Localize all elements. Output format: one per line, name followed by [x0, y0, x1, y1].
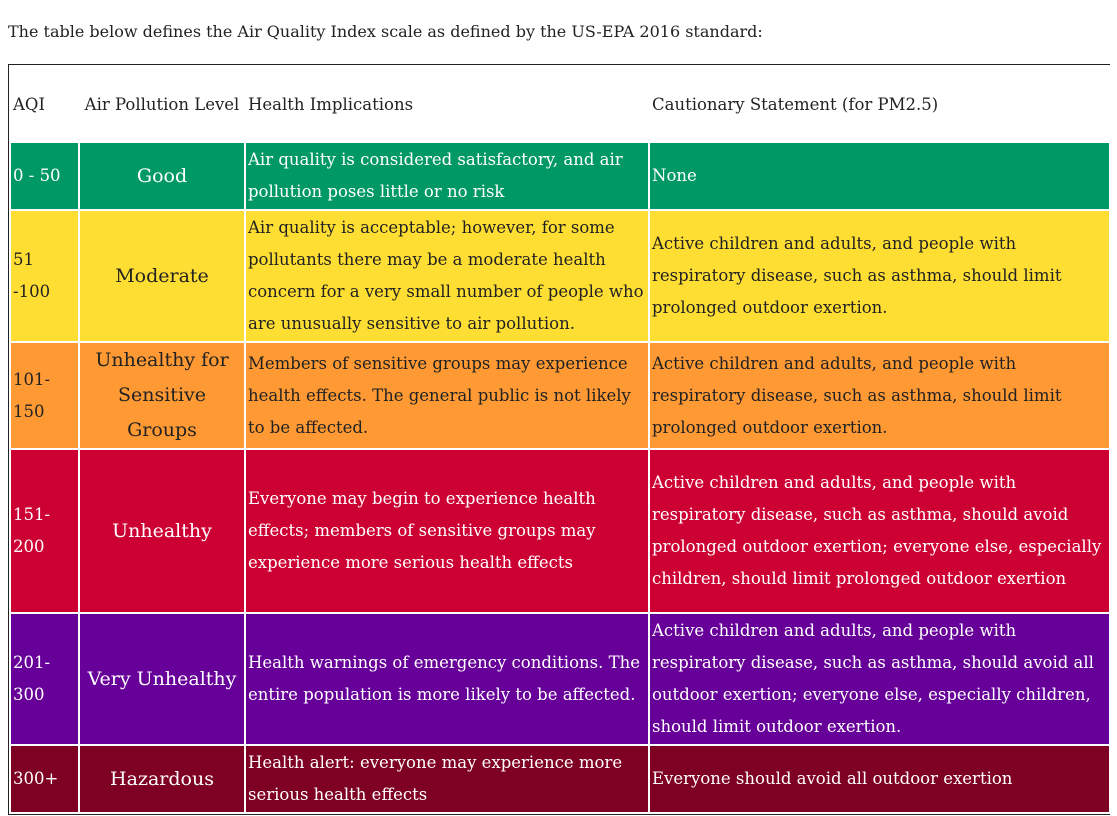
intro-text: The table below defines the Air Quality …: [8, 22, 763, 41]
aqi-range-cell: 51 -100: [9, 209, 80, 343]
aqi-range-cell: 300+: [9, 744, 80, 814]
table-header-row: AQI Air Pollution Level Health Implicati…: [9, 65, 1111, 143]
cautionary-statement-cell: None: [648, 141, 1111, 211]
header-level: Air Pollution Level: [78, 65, 246, 143]
health-implications-cell: Health alert: everyone may experience mo…: [244, 744, 650, 814]
table-row: 51 -100 Moderate Air quality is acceptab…: [9, 209, 1111, 343]
aqi-table: AQI Air Pollution Level Health Implicati…: [9, 65, 1111, 814]
pollution-level-cell: Good: [78, 141, 246, 211]
table-row: 201-300 Very Unhealthy Health warnings o…: [9, 612, 1111, 746]
table-row: 0 - 50 Good Air quality is considered sa…: [9, 141, 1111, 211]
aqi-table-frame: AQI Air Pollution Level Health Implicati…: [8, 64, 1111, 815]
health-implications-cell: Health warnings of emergency conditions.…: [244, 612, 650, 746]
aqi-range-cell: 0 - 50: [9, 141, 80, 211]
cautionary-statement-cell: Active children and adults, and people w…: [648, 209, 1111, 343]
health-implications-cell: Everyone may begin to experience health …: [244, 448, 650, 614]
cautionary-statement-cell: Active children and adults, and people w…: [648, 341, 1111, 450]
cautionary-statement-cell: Active children and adults, and people w…: [648, 612, 1111, 746]
aqi-range-cell: 101-150: [9, 341, 80, 450]
table-row: 101-150 Unhealthy for Sensitive Groups M…: [9, 341, 1111, 450]
header-health: Health Implications: [244, 65, 650, 143]
header-aqi: AQI: [9, 65, 80, 143]
table-row: 151-200 Unhealthy Everyone may begin to …: [9, 448, 1111, 614]
pollution-level-cell: Moderate: [78, 209, 246, 343]
health-implications-cell: Air quality is acceptable; however, for …: [244, 209, 650, 343]
pollution-level-cell: Unhealthy for Sensitive Groups: [78, 341, 246, 450]
aqi-range-cell: 201-300: [9, 612, 80, 746]
header-caution: Cautionary Statement (for PM2.5): [648, 65, 1111, 143]
table-row: 300+ Hazardous Health alert: everyone ma…: [9, 744, 1111, 814]
pollution-level-cell: Very Unhealthy: [78, 612, 246, 746]
aqi-range-cell: 151-200: [9, 448, 80, 614]
cautionary-statement-cell: Everyone should avoid all outdoor exerti…: [648, 744, 1111, 814]
pollution-level-cell: Unhealthy: [78, 448, 246, 614]
cautionary-statement-cell: Active children and adults, and people w…: [648, 448, 1111, 614]
health-implications-cell: Members of sensitive groups may experien…: [244, 341, 650, 450]
pollution-level-cell: Hazardous: [78, 744, 246, 814]
health-implications-cell: Air quality is considered satisfactory, …: [244, 141, 650, 211]
